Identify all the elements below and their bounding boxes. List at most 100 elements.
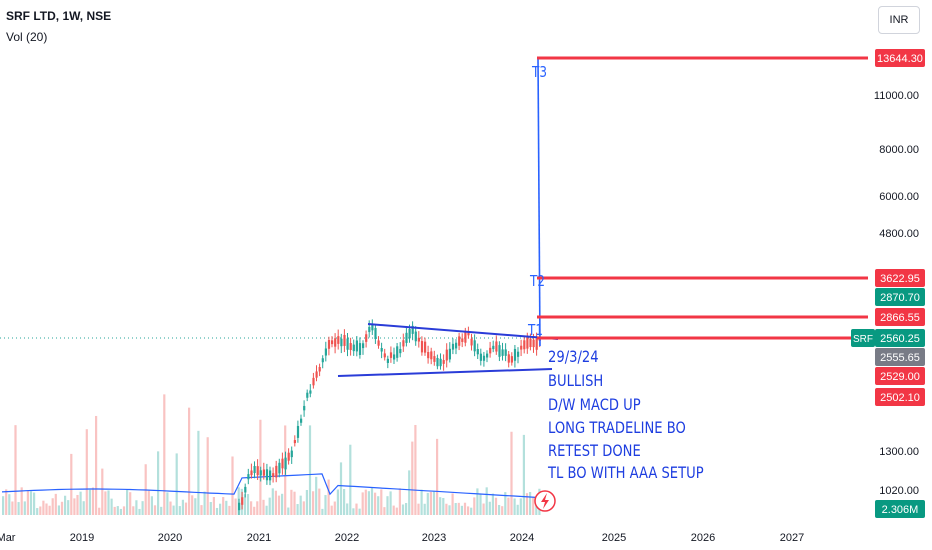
- target-t1-label: T1: [528, 321, 543, 339]
- volume-bar: [507, 497, 510, 515]
- candle: [467, 330, 470, 336]
- candle: [340, 338, 343, 347]
- volume-bar: [215, 507, 219, 515]
- volume-bar: [132, 506, 135, 515]
- volume-bar: [312, 491, 315, 515]
- candle: [281, 458, 284, 469]
- currency-button[interactable]: INR: [878, 6, 920, 34]
- volume-bar: [246, 494, 250, 515]
- volume-bar: [405, 502, 408, 515]
- candle: [343, 334, 346, 346]
- candle: [374, 327, 377, 340]
- lightning-icon[interactable]: [534, 490, 556, 512]
- volume-bar: [411, 441, 414, 515]
- price-tag: [875, 348, 925, 366]
- candle: [287, 452, 290, 461]
- candle: [262, 469, 265, 476]
- volume-bar: [119, 508, 122, 515]
- volume-bar: [70, 453, 73, 515]
- price-tag: [875, 308, 925, 326]
- volume-bar: [516, 504, 519, 515]
- candle: [290, 450, 293, 458]
- volume-indicator-label[interactable]: Vol (20): [6, 30, 48, 44]
- volume-bar: [361, 492, 364, 515]
- volume-bar: [209, 502, 212, 515]
- time-tick-label: 2024: [510, 532, 534, 544]
- candle: [492, 345, 495, 350]
- volume-bar: [175, 453, 178, 515]
- volume-bar: [57, 505, 60, 515]
- volume-bar: [510, 431, 513, 515]
- volume-bar: [157, 451, 160, 515]
- target-projection-line: [537, 57, 541, 347]
- candle: [324, 348, 327, 356]
- volume-bar: [79, 491, 82, 515]
- volume-bar: [200, 505, 203, 515]
- volume-bar: [302, 501, 305, 515]
- volume-bar: [383, 507, 386, 515]
- candle: [355, 340, 358, 352]
- chart-title: SRF LTD, 1W, NSE: [6, 9, 112, 23]
- candle: [495, 341, 498, 352]
- volume-bar: [308, 425, 312, 515]
- volume-bar: [494, 497, 498, 515]
- candle: [241, 497, 244, 505]
- volume-bar: [414, 424, 417, 515]
- volume-bar: [349, 444, 352, 515]
- volume-bar: [432, 491, 436, 515]
- candle: [393, 354, 396, 360]
- price-tag: [875, 329, 925, 347]
- candle: [247, 474, 250, 480]
- volume-bar: [203, 491, 206, 515]
- volume-bar: [305, 489, 308, 515]
- volume-bar: [126, 489, 129, 515]
- volume-bar: [451, 493, 454, 515]
- candle: [278, 462, 281, 474]
- volume-bar: [138, 508, 141, 515]
- candle: [458, 336, 461, 346]
- volume-bar: [67, 500, 70, 515]
- candle: [430, 351, 433, 360]
- volume-bar: [268, 497, 271, 515]
- candle: [303, 405, 306, 411]
- price-tag: [875, 49, 925, 67]
- candle: [321, 358, 324, 363]
- volume-bar: [287, 507, 290, 515]
- volume-bar: [367, 491, 370, 515]
- candle: [256, 466, 259, 476]
- volume-bar: [395, 507, 398, 515]
- candle: [433, 356, 436, 362]
- volume-bar: [243, 494, 246, 515]
- volume-bar: [11, 501, 14, 515]
- candle: [352, 344, 355, 352]
- candle: [306, 392, 309, 398]
- candle: [520, 345, 523, 350]
- volume-bar: [318, 488, 321, 515]
- volume-bar: [423, 503, 426, 515]
- volume-bar: [225, 500, 228, 515]
- volume-bar: [23, 501, 26, 515]
- volume-bar: [2, 496, 5, 515]
- candle: [386, 358, 389, 363]
- price-tick-label: 6000.00: [879, 191, 919, 203]
- time-tick-label: 2021: [247, 532, 271, 544]
- candle: [461, 338, 464, 342]
- candle: [414, 331, 417, 342]
- volume-bar: [330, 505, 333, 515]
- candle: [523, 340, 526, 350]
- candle: [358, 343, 362, 356]
- volume-bar: [212, 497, 215, 515]
- price-tag-label: 2502.10: [880, 392, 920, 404]
- candle: [486, 353, 489, 358]
- volume-bar: [525, 493, 529, 515]
- candle: [383, 353, 386, 358]
- volume-bar: [172, 505, 175, 515]
- volume-bar: [386, 496, 389, 515]
- volume-bar: [398, 488, 401, 515]
- volume-bar: [85, 429, 88, 515]
- candle: [408, 328, 411, 339]
- price-tag-label: 2870.70: [880, 292, 920, 304]
- price-tag-label: 3622.95: [880, 273, 920, 285]
- volume-bar: [54, 493, 57, 515]
